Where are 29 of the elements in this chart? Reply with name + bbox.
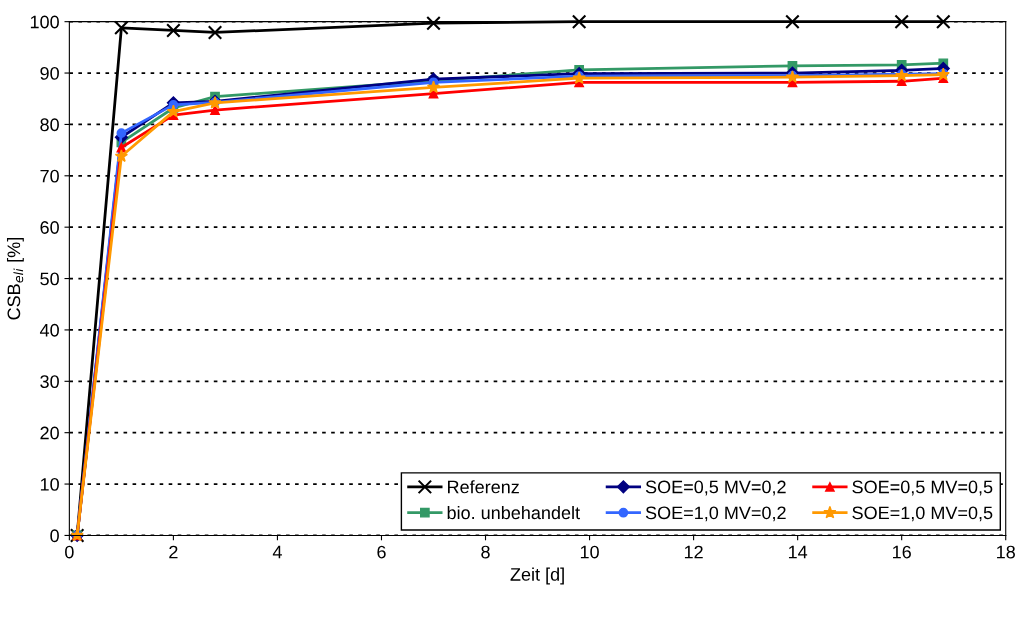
x-tick-label: 0 (65, 545, 74, 559)
legend-label: SOE=1,0 MV=0,5 (852, 506, 993, 522)
x-tick-label: 8 (481, 545, 490, 559)
x-tick-label: 4 (272, 545, 282, 559)
y-tick-label: 10 (40, 477, 59, 491)
x-tick-label: 14 (788, 545, 808, 559)
legend-label: SOE=0,5 MV=0,2 (645, 480, 786, 496)
legend-label: SOE=1,0 MV=0,2 (645, 506, 786, 522)
x-tick-label: 2 (169, 545, 178, 559)
y-tick-label: 40 (39, 323, 59, 337)
y-axis-title: CSB$_{eli}$ [%] (6, 238, 24, 320)
y-tick-label: 80 (40, 118, 59, 132)
x-tick-label: 10 (580, 545, 599, 559)
legend-label: bio. unbehandelt (447, 505, 580, 520)
y-tick-label: 100 (30, 15, 59, 29)
x-tick-label: 6 (377, 545, 386, 559)
y-tick-label: 20 (40, 426, 59, 440)
x-tick-label: 18 (997, 545, 1015, 559)
x-axis-title: Zeit [d] (510, 567, 564, 585)
legend-label: SOE=0,5 MV=0,5 (852, 480, 993, 496)
x-tick-label: 12 (684, 545, 703, 559)
y-tick-label: 90 (40, 66, 59, 80)
y-tick-label: 30 (40, 375, 59, 389)
y-tick-label: 70 (40, 169, 59, 183)
y-tick-label: 60 (40, 221, 59, 234)
y-tick-label: 50 (40, 272, 59, 286)
legend-label: Referenz (448, 480, 519, 494)
y-tick-label: 0 (50, 529, 59, 543)
x-tick-label: 16 (893, 545, 911, 559)
